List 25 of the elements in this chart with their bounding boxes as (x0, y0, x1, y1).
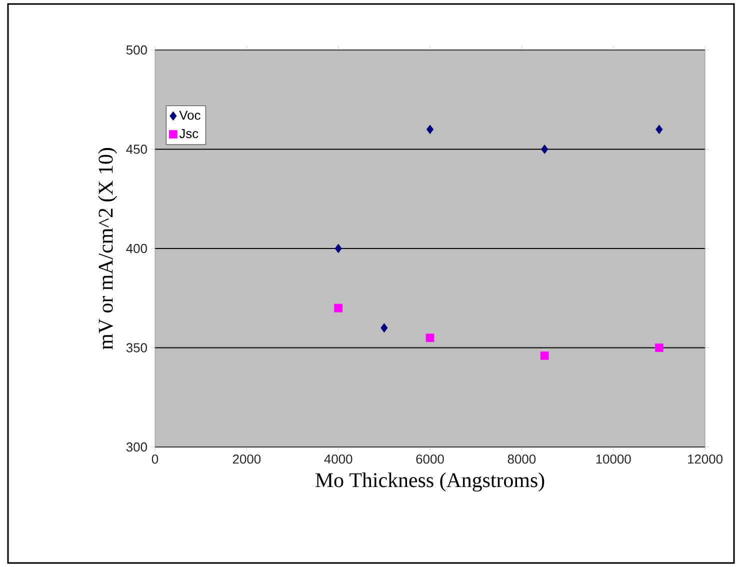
x-axis-title: Mo Thickness (Angstroms) (316, 472, 544, 492)
x-tick-label: 10000 (596, 454, 631, 464)
point (426, 334, 434, 342)
point (540, 352, 549, 360)
point (656, 124, 663, 134)
legend-label: Jsc (179, 129, 198, 138)
point (334, 304, 343, 312)
x-tick-label: 6000 (416, 454, 444, 464)
x-tick-label: 8000 (508, 454, 536, 464)
point (541, 144, 548, 154)
y-tick-label: 500 (126, 45, 147, 55)
y-tick-label: 300 (126, 442, 147, 452)
y-tick-label: 450 (126, 144, 147, 154)
y-tick-label: 400 (126, 244, 147, 254)
point (380, 323, 388, 333)
x-tick-label: 4000 (324, 454, 352, 464)
x-tick-label: 12000 (688, 454, 723, 464)
y-axis-title: mV or mA/cm^2 (X 10) (98, 148, 118, 350)
point (334, 244, 342, 254)
legend-label: Voc (179, 110, 200, 120)
x-tick-label: 2000 (232, 454, 261, 464)
y-tick-label: 350 (126, 343, 147, 352)
point (426, 124, 434, 134)
x-tick-label: 0 (152, 454, 158, 464)
point (654, 344, 664, 352)
